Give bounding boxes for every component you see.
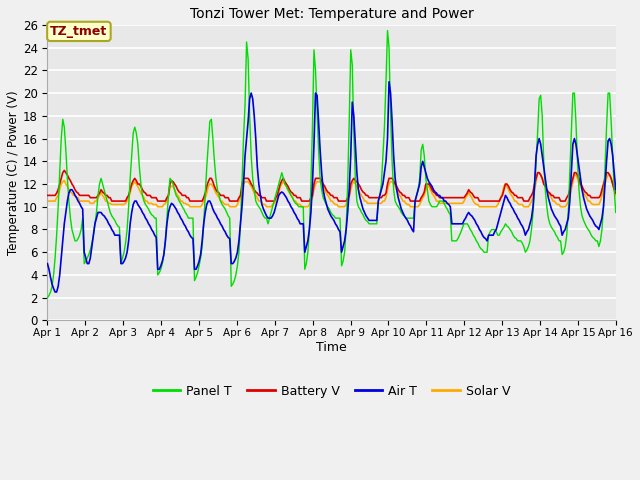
Legend: Panel T, Battery V, Air T, Solar V: Panel T, Battery V, Air T, Solar V — [148, 380, 516, 403]
Y-axis label: Temperature (C) / Power (V): Temperature (C) / Power (V) — [7, 90, 20, 255]
Text: TZ_tmet: TZ_tmet — [51, 25, 108, 38]
Title: Tonzi Tower Met: Temperature and Power: Tonzi Tower Met: Temperature and Power — [189, 7, 474, 21]
X-axis label: Time: Time — [316, 341, 347, 354]
